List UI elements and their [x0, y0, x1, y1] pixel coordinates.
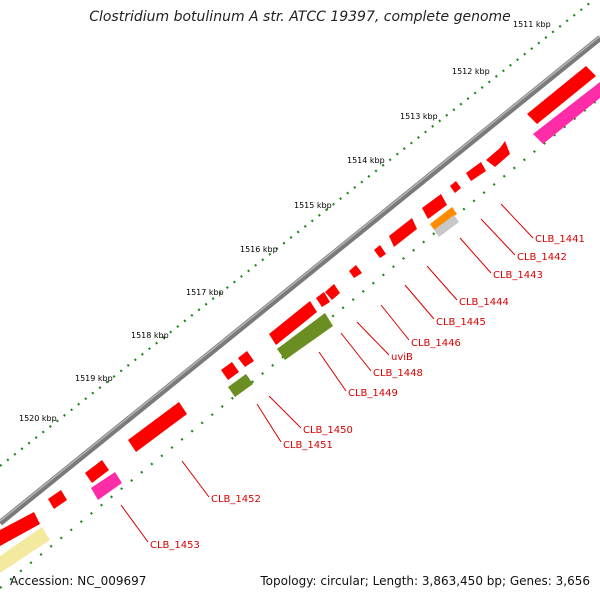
gene-feature[interactable] — [486, 141, 510, 167]
gene-feature[interactable] — [349, 265, 362, 278]
gene-feature[interactable] — [430, 207, 457, 231]
gene-feature[interactable] — [0, 527, 50, 573]
gene-feature[interactable] — [325, 284, 340, 300]
gene-feature[interactable] — [91, 472, 122, 500]
tick-label-1513: 1513 kbp — [400, 112, 438, 121]
gene-label-clb-1451[interactable]: CLB_1451 — [283, 440, 333, 451]
gene-label-clb-1450[interactable]: CLB_1450 — [303, 425, 353, 436]
gene-feature[interactable] — [0, 512, 40, 546]
gene-feature[interactable] — [221, 362, 239, 380]
gene-feature[interactable] — [85, 460, 109, 483]
gene-label-clb-1443[interactable]: CLB_1443 — [493, 270, 543, 281]
tick-label-1511: 1511 kbp — [513, 20, 551, 29]
gene-label-clb-1449[interactable]: CLB_1449 — [348, 388, 398, 399]
gene-labels: CLB_1441 CLB_1442 CLB_1443 CLB_1444 CLB_… — [150, 234, 585, 551]
gene-label-clb-1452[interactable]: CLB_1452 — [211, 494, 261, 505]
gene-feature[interactable] — [238, 351, 254, 367]
gene-label-clb-1441[interactable]: CLB_1441 — [535, 234, 585, 245]
tick-label-1520: 1520 kbp — [19, 414, 57, 423]
genes-outer-strand — [0, 66, 596, 546]
gene-label-clb-1442[interactable]: CLB_1442 — [517, 252, 567, 263]
gene-feature[interactable] — [48, 490, 67, 509]
genes-inner-strand — [0, 82, 600, 573]
gene-feature[interactable] — [277, 313, 333, 360]
genome-summary-text: Topology: circular; Length: 3,863,450 bp… — [260, 574, 590, 588]
gene-feature[interactable] — [316, 292, 330, 307]
backbone-highlight — [0, 35, 600, 522]
gene-feature[interactable] — [527, 66, 596, 124]
gene-feature[interactable] — [450, 181, 461, 193]
gene-feature[interactable] — [374, 245, 386, 258]
tick-label-1515: 1515 kbp — [294, 201, 332, 210]
backbone-arc — [0, 35, 600, 526]
outer-dotted-ruler — [0, 0, 596, 467]
gene-feature[interactable] — [422, 194, 447, 219]
tick-label-1517: 1517 kbp — [186, 288, 224, 297]
accession-text: Accession: NC_009697 — [10, 574, 147, 588]
gene-label-clb-1446[interactable]: CLB_1446 — [411, 338, 461, 349]
gene-feature[interactable] — [128, 402, 187, 452]
kbp-ticks: 1511 kbp 1512 kbp 1513 kbp 1514 kbp 1515… — [19, 20, 551, 423]
tick-label-1514: 1514 kbp — [347, 156, 385, 165]
gene-feature[interactable] — [269, 301, 317, 345]
gene-leader-lines — [120, 203, 534, 543]
gene-feature[interactable] — [228, 374, 253, 397]
tick-label-1512: 1512 kbp — [452, 67, 490, 76]
gene-label-clb-1448[interactable]: CLB_1448 — [373, 368, 423, 379]
gene-feature[interactable] — [389, 218, 417, 247]
map-title: Clostridium botulinum A str. ATCC 19397,… — [89, 9, 511, 25]
gene-label-clb-1445[interactable]: CLB_1445 — [436, 317, 486, 328]
tick-label-1518: 1518 kbp — [131, 331, 169, 340]
gene-label-clb-1444[interactable]: CLB_1444 — [459, 297, 509, 308]
gene-label-clb-1453[interactable]: CLB_1453 — [150, 540, 200, 551]
tick-label-1516: 1516 kbp — [240, 245, 278, 254]
tick-label-1519: 1519 kbp — [75, 374, 113, 383]
gene-feature[interactable] — [533, 82, 600, 144]
gene-label-uvib[interactable]: uviB — [391, 352, 413, 363]
gene-feature[interactable] — [466, 162, 486, 181]
gene-feature[interactable] — [434, 215, 459, 237]
